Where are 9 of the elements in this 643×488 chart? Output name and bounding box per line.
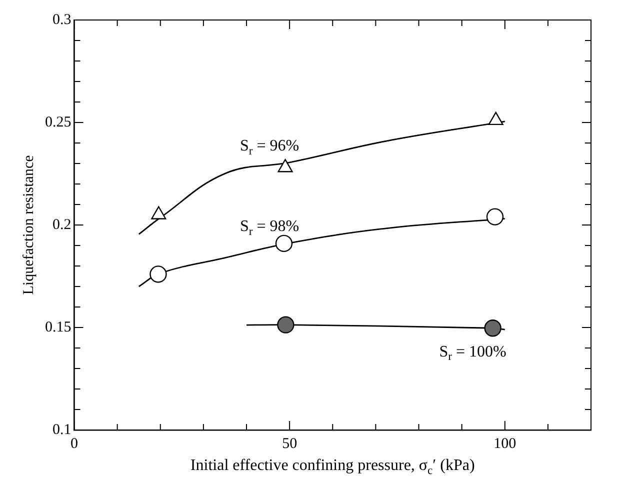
y-tick-label: 0.2 xyxy=(52,216,72,233)
y-tick-label: 0.1 xyxy=(52,422,72,438)
y-axis-title: Liquefaction resistance xyxy=(20,154,37,295)
y-tick-label: 0.3 xyxy=(52,12,72,28)
y-tick-label: 0.15 xyxy=(45,319,72,336)
x-tick-label: 50 xyxy=(282,436,298,452)
y-tick-label: 0.25 xyxy=(45,114,72,130)
x-tick-label: 100 xyxy=(494,436,516,452)
x-tick-label: 0 xyxy=(70,436,78,452)
